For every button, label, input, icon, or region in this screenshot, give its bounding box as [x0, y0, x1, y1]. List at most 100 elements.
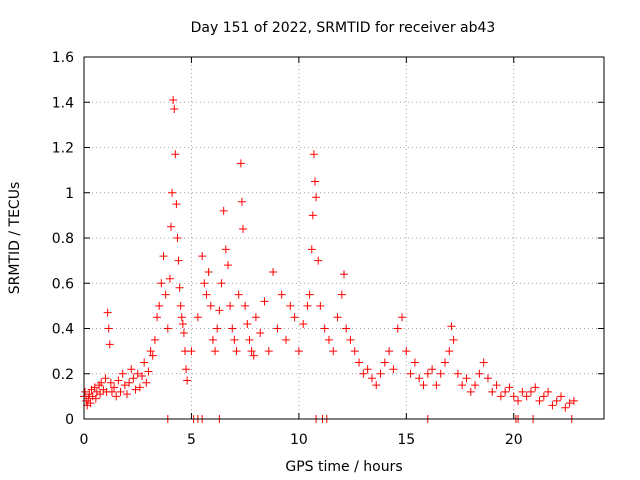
data-point [150, 335, 159, 344]
data-point [337, 290, 346, 299]
y-tick-label: 1 [65, 186, 74, 202]
data-point [103, 308, 112, 317]
data-point [198, 252, 207, 261]
data-point [398, 313, 407, 322]
data-point [172, 200, 181, 209]
data-point [449, 335, 458, 344]
data-point [200, 279, 209, 288]
data-point [167, 222, 176, 231]
data-point [182, 365, 191, 374]
data-point [565, 399, 574, 408]
data-point [479, 358, 488, 367]
grid [84, 57, 604, 419]
data-point [168, 188, 177, 197]
data-point [466, 387, 475, 396]
data-point [169, 95, 178, 104]
x-tick-label: 5 [187, 432, 196, 448]
data-point [340, 270, 348, 279]
data-point [174, 256, 183, 265]
data-point [260, 297, 269, 306]
data-point [557, 392, 566, 401]
data-point [389, 365, 398, 374]
data-point [175, 283, 184, 292]
data-point [509, 392, 518, 401]
data-point [219, 206, 228, 215]
data-point [176, 301, 185, 310]
x-tick-label: 20 [505, 432, 523, 448]
data-point [329, 347, 338, 356]
data-point [324, 335, 333, 344]
data-point [133, 369, 142, 378]
data-point [204, 267, 213, 276]
data-point [569, 396, 578, 405]
data-point [316, 301, 325, 310]
data-point [95, 381, 104, 390]
data-point [118, 369, 127, 378]
y-tick-label: 1.4 [52, 95, 74, 111]
data-point [213, 324, 222, 333]
chart-title: Day 151 of 2022, SRMTID for receiver ab4… [191, 20, 496, 36]
data-point [518, 387, 527, 396]
data-point [173, 234, 182, 242]
data-point [208, 335, 217, 344]
data-point [112, 392, 121, 401]
data-point [359, 369, 368, 378]
data-point [223, 261, 232, 270]
data-point [104, 324, 113, 333]
data-point [488, 387, 497, 396]
data-point [492, 381, 501, 390]
data-point [228, 324, 237, 333]
data-point [236, 159, 245, 168]
x-tick-label: 15 [397, 432, 415, 448]
data-point [243, 319, 252, 328]
data-point [514, 396, 523, 405]
data-point [273, 324, 282, 333]
data-point [171, 150, 180, 159]
data-point [226, 301, 235, 310]
data-point [245, 335, 254, 344]
data-point [269, 267, 278, 276]
data-point [163, 324, 172, 333]
data-point [363, 365, 372, 374]
data-point [157, 279, 166, 288]
data-point [129, 374, 138, 383]
data-point [277, 290, 286, 299]
y-tick-label: 1.2 [52, 141, 74, 157]
data-point [440, 358, 449, 367]
data-point [86, 399, 95, 408]
data-point [144, 367, 153, 376]
data-point [372, 381, 381, 390]
data-point [501, 387, 510, 396]
data-point [445, 347, 454, 356]
data-point [380, 358, 389, 367]
data-point [333, 313, 342, 322]
data-points [80, 95, 578, 423]
y-tick-label: 0.2 [52, 367, 74, 383]
y-tick-label: 1.6 [52, 50, 74, 66]
data-point [471, 381, 480, 390]
data-point [206, 301, 215, 310]
data-point [96, 390, 105, 399]
y-tick-label: 0.8 [52, 231, 74, 247]
data-point [256, 329, 265, 338]
data-point [127, 365, 136, 374]
data-point [552, 396, 561, 405]
data-point [81, 387, 90, 396]
data-point [107, 387, 116, 396]
data-point [522, 392, 531, 401]
data-point [483, 374, 492, 383]
x-tick-label: 0 [80, 432, 89, 448]
data-point [91, 394, 100, 403]
data-point [159, 252, 168, 261]
data-point [447, 322, 456, 331]
data-point [376, 369, 385, 378]
data-point [230, 335, 239, 344]
data-point [84, 394, 93, 403]
data-point [217, 279, 226, 288]
data-point [215, 306, 224, 315]
data-point [544, 387, 553, 396]
data-point [475, 369, 484, 378]
data-point [140, 358, 149, 367]
data-point [496, 392, 505, 401]
data-point [561, 403, 570, 412]
